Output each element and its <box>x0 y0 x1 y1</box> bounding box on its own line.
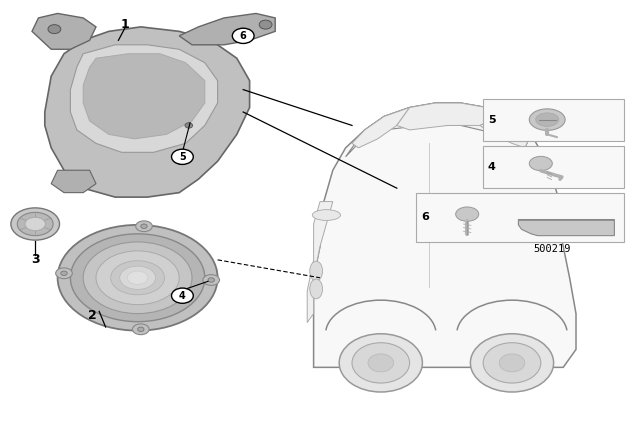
Ellipse shape <box>310 279 323 299</box>
Text: 6: 6 <box>240 31 246 41</box>
Ellipse shape <box>483 343 541 383</box>
Bar <box>483 99 624 141</box>
Polygon shape <box>307 202 333 323</box>
Text: 4: 4 <box>488 162 495 172</box>
Text: 3: 3 <box>31 253 40 267</box>
Circle shape <box>208 278 214 282</box>
Polygon shape <box>480 116 531 148</box>
Circle shape <box>138 327 144 332</box>
Polygon shape <box>83 54 205 139</box>
Text: 6: 6 <box>422 212 429 222</box>
Ellipse shape <box>203 275 220 285</box>
Text: 5: 5 <box>488 115 495 125</box>
Text: 4: 4 <box>179 291 186 301</box>
Polygon shape <box>346 103 531 157</box>
Ellipse shape <box>70 234 205 322</box>
Ellipse shape <box>352 343 410 383</box>
Text: 1: 1 <box>120 18 129 31</box>
Ellipse shape <box>96 251 179 305</box>
Ellipse shape <box>136 221 152 232</box>
Circle shape <box>48 25 61 34</box>
Ellipse shape <box>368 354 394 372</box>
Ellipse shape <box>83 242 192 314</box>
Bar <box>483 146 624 188</box>
Bar <box>416 193 624 242</box>
Circle shape <box>259 20 272 29</box>
Text: 2: 2 <box>88 309 97 323</box>
Circle shape <box>185 123 193 128</box>
Circle shape <box>232 28 254 43</box>
Ellipse shape <box>58 225 218 331</box>
Ellipse shape <box>310 261 323 281</box>
Ellipse shape <box>339 334 422 392</box>
Circle shape <box>61 271 67 276</box>
Polygon shape <box>397 103 499 130</box>
Polygon shape <box>314 103 576 367</box>
Ellipse shape <box>111 261 164 295</box>
Polygon shape <box>352 108 410 148</box>
Circle shape <box>172 149 193 164</box>
Ellipse shape <box>132 324 149 335</box>
Ellipse shape <box>499 354 525 372</box>
Ellipse shape <box>470 334 554 392</box>
Ellipse shape <box>529 156 552 171</box>
Ellipse shape <box>120 266 156 289</box>
Ellipse shape <box>456 207 479 221</box>
Polygon shape <box>179 13 275 45</box>
Polygon shape <box>70 45 218 152</box>
Polygon shape <box>51 170 96 193</box>
Ellipse shape <box>536 113 559 126</box>
Circle shape <box>172 288 193 303</box>
Polygon shape <box>518 220 614 236</box>
Ellipse shape <box>17 212 53 236</box>
Ellipse shape <box>529 109 565 130</box>
Text: 5: 5 <box>179 152 186 162</box>
Ellipse shape <box>127 271 148 284</box>
Ellipse shape <box>11 208 60 240</box>
Ellipse shape <box>312 210 340 220</box>
Ellipse shape <box>56 268 72 279</box>
Text: 500219: 500219 <box>533 244 570 254</box>
Polygon shape <box>45 27 250 197</box>
Circle shape <box>141 224 147 228</box>
Ellipse shape <box>25 217 45 231</box>
Polygon shape <box>32 13 96 49</box>
